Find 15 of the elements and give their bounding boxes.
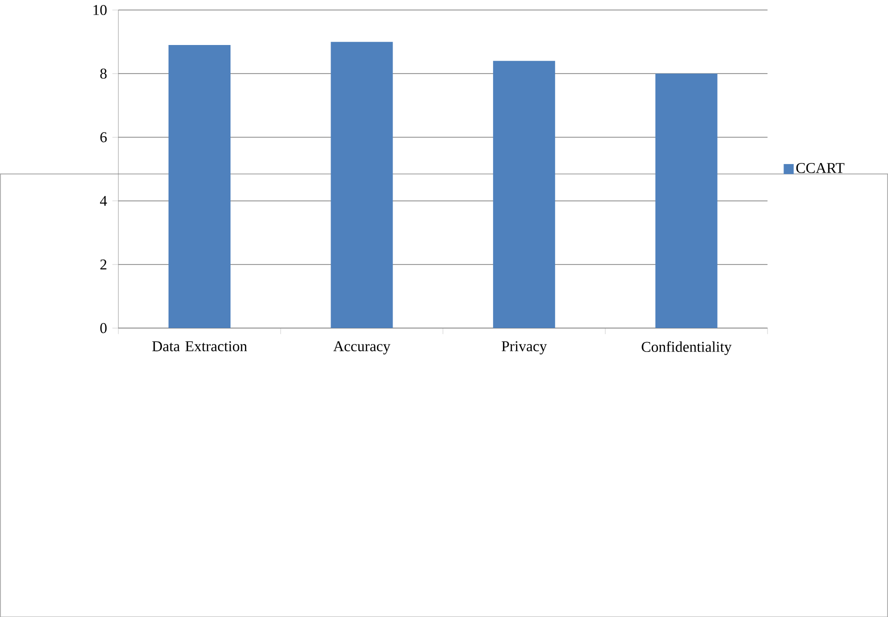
bar [168,44,231,328]
legend-label: CCART [796,162,844,173]
y-tick-label: 0 [100,322,107,333]
y-tick-label: 4 [100,196,107,206]
x-tick-label: Privacy [502,341,547,354]
bar [330,42,393,328]
y-tick-label: 10 [94,4,107,15]
x-tick-label: Accuracy [333,341,390,354]
y-tick-label: 6 [100,132,107,142]
x-tick-label: Confidentiality [642,341,732,355]
x-tick-label: Data Extraction [152,341,248,352]
y-tick-label: 8 [100,68,107,78]
y-tick-label: 2 [100,259,106,270]
bar [493,60,556,328]
bar [655,73,718,328]
